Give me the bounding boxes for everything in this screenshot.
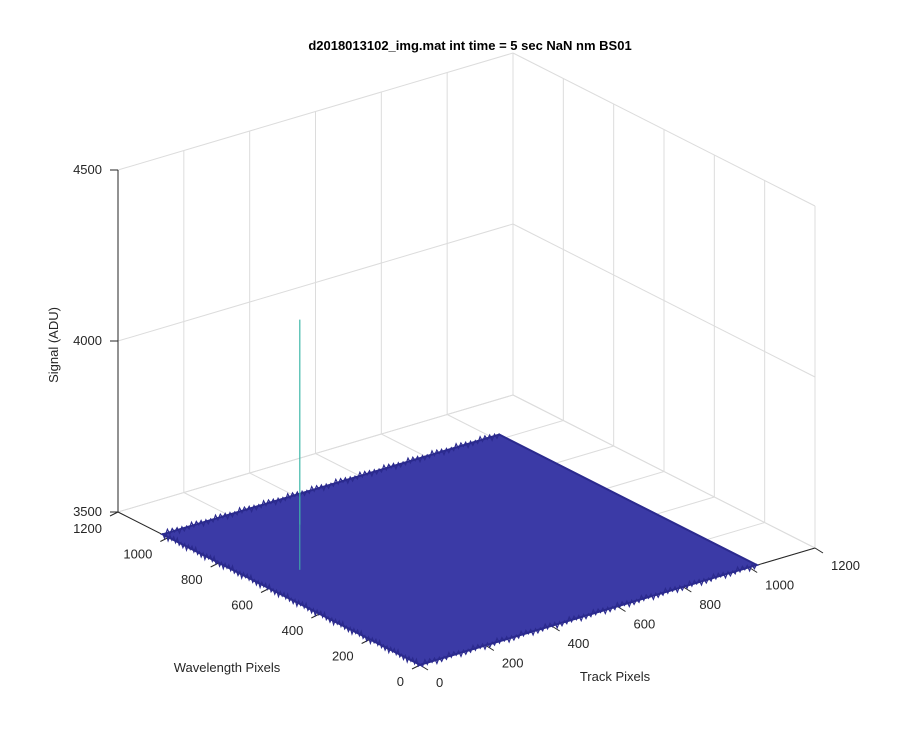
surface-left-edge — [162, 532, 421, 668]
grid-line — [512, 223, 816, 378]
x-tick-label: 0 — [436, 675, 443, 690]
y-tick-label: 1200 — [73, 521, 102, 536]
grid-line — [117, 52, 514, 171]
z-tick-label: 3500 — [73, 504, 102, 519]
x-tick-label: 600 — [634, 617, 656, 632]
x-tick-mark — [683, 586, 692, 593]
y-tick-label: 200 — [332, 649, 354, 664]
x-tick-label: 200 — [502, 656, 524, 671]
grid-line — [512, 52, 816, 207]
x-tick-mark — [617, 606, 626, 612]
x-tick-label: 400 — [568, 636, 590, 651]
x-tick-mark — [814, 547, 824, 554]
y-tick-label: 400 — [282, 623, 304, 638]
y-tick-label: 1000 — [123, 547, 152, 562]
x-tick-label: 800 — [699, 597, 721, 612]
y-tick-mark — [361, 639, 370, 644]
z-tick-label: 4500 — [73, 162, 102, 177]
y-tick-label: 0 — [397, 674, 404, 689]
y-axis-label: Wavelength Pixels — [174, 660, 281, 675]
x-tick-label: 1200 — [831, 558, 860, 573]
tick-labels: 0 200 400 600 800 1000 1200 0 200 400 600 800 1000 12… — [73, 162, 860, 690]
surface-front-edge — [419, 563, 758, 668]
chart-title: d2018013102_img.mat int time = 5 sec NaN… — [308, 38, 631, 53]
surface-back-edge — [162, 432, 500, 537]
grid-line — [117, 223, 514, 342]
surface-sheet — [159, 433, 760, 666]
x-tick-label: 1000 — [765, 578, 794, 593]
z-tick-label: 4000 — [73, 333, 102, 348]
y-tick-mark — [210, 562, 219, 568]
grid-line — [117, 394, 514, 513]
y-tick-label: 600 — [231, 598, 253, 613]
surface — [159, 319, 760, 668]
y-tick-mark — [109, 511, 119, 517]
x-axis-label: Track Pixels — [580, 669, 651, 684]
y-tick-label: 800 — [181, 572, 203, 587]
z-axis-label: Signal (ADU) — [46, 307, 61, 383]
